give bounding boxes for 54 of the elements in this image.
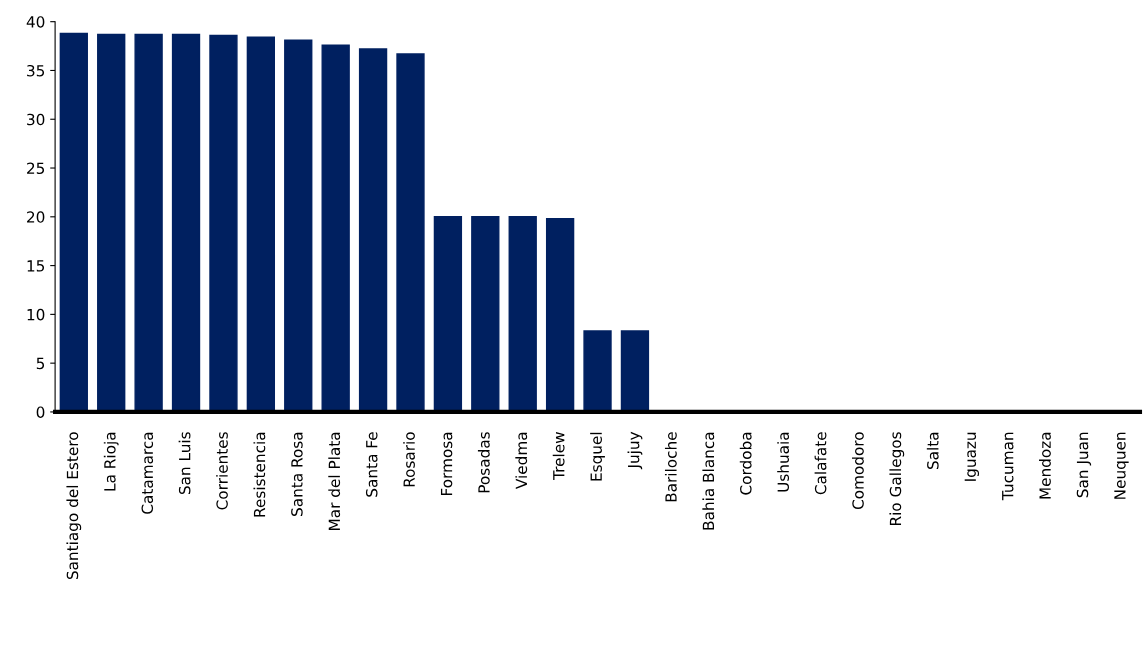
x-tick-label: Cordoba [739,432,752,495]
y-tick-label: 10 [27,308,45,321]
bar [284,39,313,412]
bar [321,44,350,412]
bar [246,36,276,412]
bar [471,216,500,412]
y-tick-label: 30 [27,113,45,126]
x-tick-label: Santiago del Estero [66,432,82,580]
x-tick-label: San Luis [178,432,191,495]
x-tick-label: Mar del Plata [328,432,341,530]
x-tick-label: Santa Rosa [291,432,303,516]
x-tick-label: Bahia Blanca [702,432,715,530]
x-tick-label: Corrientes [216,432,228,510]
y-tick-label: 15 [27,260,45,272]
x-tick-label: Posadas [477,432,490,493]
bar [209,34,238,412]
x-tick-label: Bariloche [664,432,677,502]
x-tick-label: Calafate [814,432,827,495]
x-tick-label: Viedma [515,432,528,489]
x-tick-label: Salta [926,432,939,470]
x-tick-label: Formosa [440,432,453,496]
x-tick-label: Iguazu [964,432,980,481]
y-tick-label: 20 [27,211,45,223]
x-tick-label: Mendoza [1039,432,1051,499]
y-tick-label: 25 [27,162,45,175]
x-tick-label: Santa Fe [365,432,378,497]
x-tick-label: Resistencia [253,432,266,517]
x-tick-label: Rosario [403,432,415,487]
bar [545,218,575,412]
x-tick-label: Catamarca [141,432,154,514]
bar [620,330,650,412]
bar [171,33,201,412]
y-tick-label: 40 [26,16,45,28]
bar [97,33,126,412]
x-tick-label: Neuquen [1114,432,1129,499]
bar [583,330,612,412]
y-tick-label: 35 [27,64,45,77]
x-tick-label: Ushuaia [777,432,790,492]
x-tick-label: San Juan [1076,432,1092,498]
x-tick-label: Esquel [590,432,605,481]
y-tick-label: 0 [36,406,45,418]
bar [358,48,388,412]
x-tick-label: La Rioja [103,432,119,491]
y-tick-label: 5 [36,357,45,370]
x-tick-label: Rio Gallegos [889,432,905,526]
x-tick-label: Jujuy [627,431,643,470]
bar [59,32,88,412]
bar [433,216,463,412]
bar [134,33,163,412]
x-tick-label: Tucuman [1002,432,1014,501]
bar [508,216,537,412]
x-tick-label: Trelew [552,432,565,480]
bar [396,53,425,412]
x-tick-label: Comodoro [852,432,864,510]
